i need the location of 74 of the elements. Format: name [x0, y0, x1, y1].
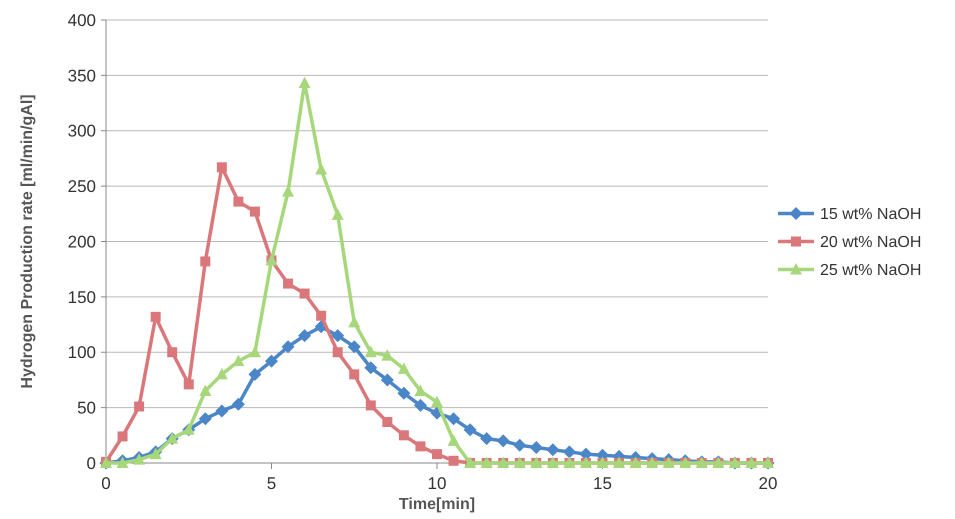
- point: [414, 384, 426, 396]
- point: [397, 386, 410, 400]
- y-axis-title: Hydrogen Production rate [ml/min/gAl]: [19, 94, 36, 389]
- point: [184, 379, 194, 390]
- point: [200, 256, 210, 266]
- y-tick-label: 50: [77, 398, 96, 418]
- point: [150, 448, 162, 460]
- x-tick-label: 10: [428, 474, 446, 493]
- legend-label: 15 wt% NaOH: [820, 206, 922, 224]
- point: [349, 369, 360, 380]
- point: [315, 163, 328, 175]
- point: [364, 361, 378, 374]
- point: [562, 445, 576, 458]
- point: [298, 76, 311, 88]
- point: [133, 453, 146, 465]
- point: [116, 456, 129, 468]
- point: [118, 431, 128, 442]
- y-tick-label: 0: [86, 454, 96, 473]
- y-tick-label: 350: [68, 66, 96, 86]
- x-tick-label: 0: [101, 474, 111, 493]
- point: [332, 347, 343, 358]
- point: [448, 456, 459, 466]
- y-tick-label: 300: [68, 122, 96, 141]
- point: [233, 196, 244, 207]
- point: [316, 310, 326, 321]
- point: [331, 329, 344, 342]
- point: [298, 329, 312, 342]
- y-tick-label: 250: [68, 177, 96, 196]
- point: [432, 449, 442, 460]
- point: [480, 432, 494, 446]
- point: [496, 434, 510, 448]
- y-tick-label: 200: [68, 232, 96, 252]
- point: [248, 346, 261, 358]
- point: [464, 423, 477, 436]
- point: [216, 162, 227, 172]
- point: [283, 278, 294, 289]
- point: [198, 412, 212, 426]
- point: [300, 288, 310, 299]
- point: [232, 398, 245, 411]
- x-axis-title: Time[min]: [398, 496, 476, 513]
- point: [199, 384, 212, 396]
- y-tick-label: 100: [68, 343, 96, 362]
- x-tick-label: 15: [593, 474, 612, 493]
- point: [447, 412, 460, 426]
- point: [414, 398, 427, 412]
- point: [282, 340, 295, 354]
- point: [215, 404, 228, 418]
- x-tick-label: 5: [266, 474, 276, 493]
- point: [415, 441, 426, 452]
- point: [530, 440, 543, 454]
- legend-label: 25 wt% NaOH: [820, 262, 922, 280]
- point: [364, 346, 377, 358]
- point: [216, 368, 228, 380]
- x-tick-label: 20: [758, 474, 778, 493]
- point: [167, 347, 178, 358]
- point: [398, 362, 410, 374]
- point: [546, 443, 560, 456]
- point: [448, 434, 460, 446]
- y-tick-label: 150: [68, 288, 96, 307]
- point: [513, 438, 526, 452]
- point: [348, 340, 361, 354]
- point: [248, 368, 262, 381]
- point: [366, 400, 376, 410]
- point: [398, 430, 409, 440]
- point: [380, 373, 394, 386]
- point: [332, 208, 344, 220]
- point: [134, 402, 144, 412]
- point: [250, 206, 260, 217]
- legend-label: 20 wt% NaOH: [820, 234, 922, 252]
- point: [431, 396, 443, 408]
- point: [265, 354, 278, 368]
- point: [382, 417, 392, 428]
- point: [150, 312, 161, 322]
- y-tick-label: 400: [68, 10, 96, 30]
